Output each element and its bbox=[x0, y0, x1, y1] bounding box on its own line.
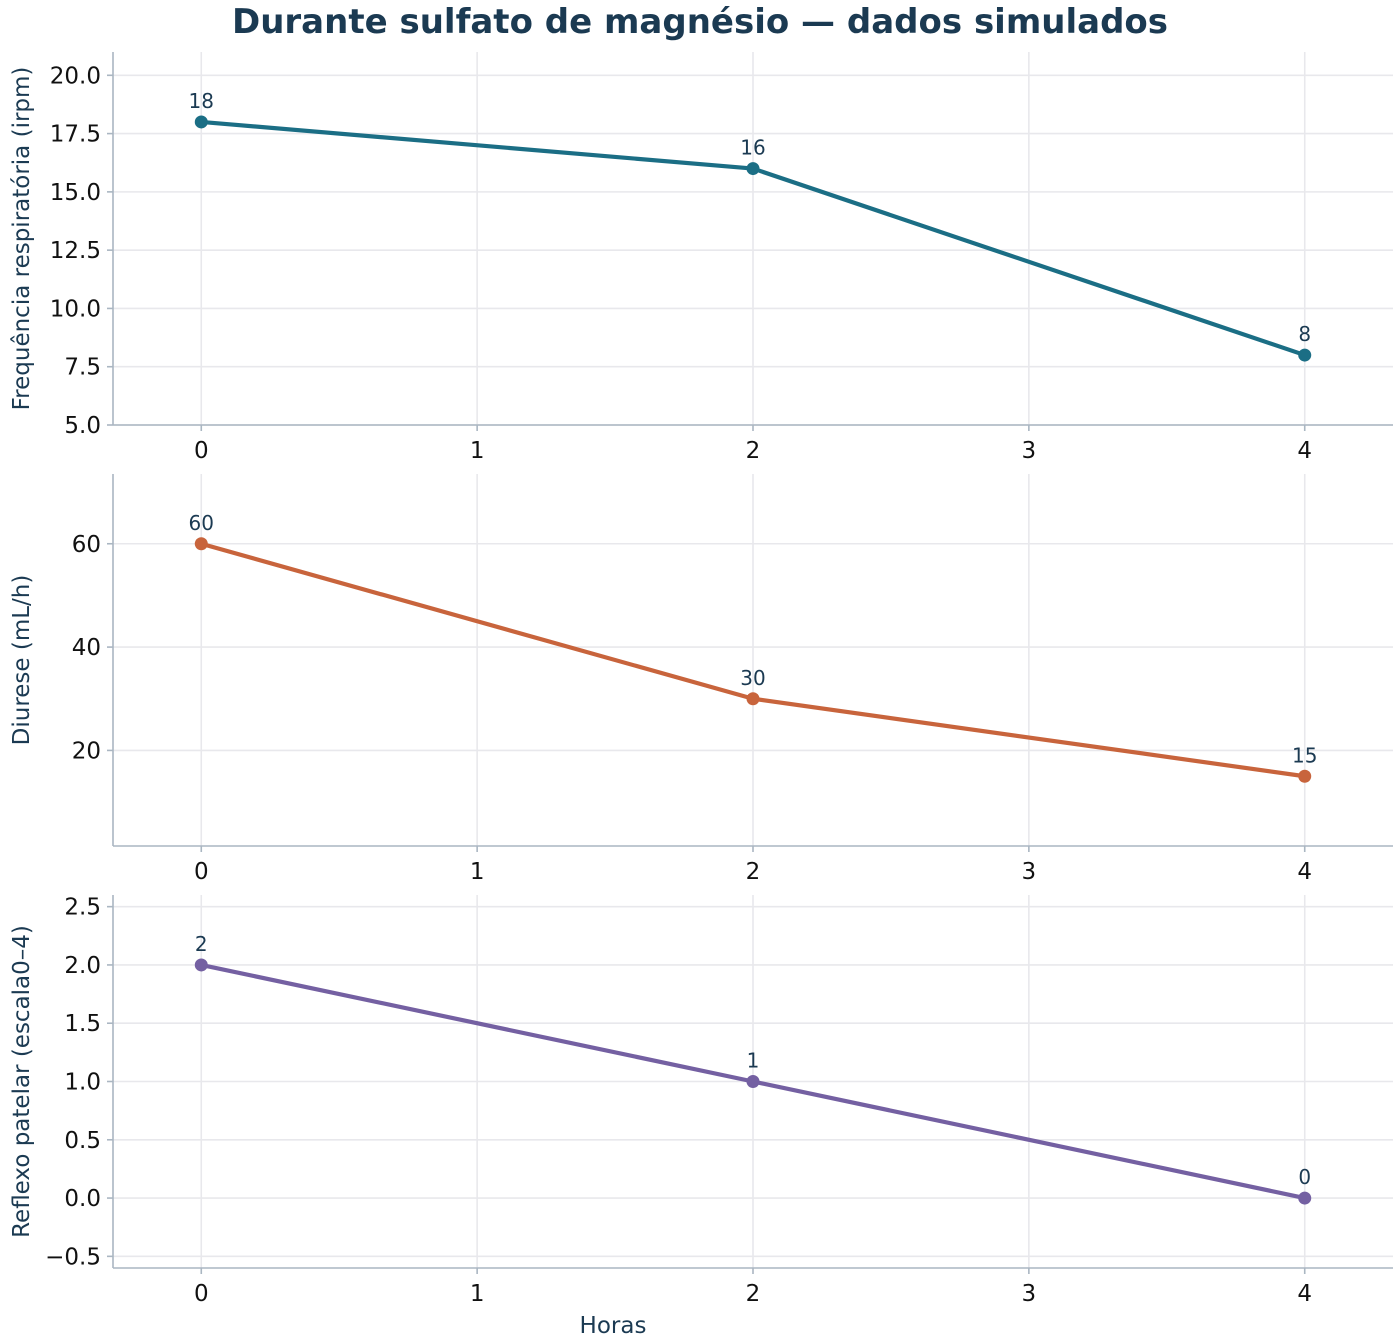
y-tick-label: 1.5 bbox=[64, 1011, 101, 1037]
y-tick-label: 2.5 bbox=[64, 895, 101, 921]
y-tick-label: 10.0 bbox=[50, 296, 101, 322]
x-tick-label: 2 bbox=[746, 1281, 761, 1307]
x-tick-label: 0 bbox=[194, 859, 209, 885]
chart-panel-3: 0 1 2 3 4 −0.5 0.0 0.5 1.0 1.5 2.0 2.5 Reflexo patel… bbox=[9, 895, 1393, 1339]
data-point bbox=[1298, 348, 1312, 362]
x-tick-label: 4 bbox=[1297, 859, 1312, 885]
x-tick-label: 2 bbox=[746, 438, 761, 464]
y-tick-label: 15.0 bbox=[50, 180, 101, 206]
data-label: 30 bbox=[740, 666, 765, 690]
x-tick-label: 0 bbox=[194, 1281, 209, 1307]
data-point bbox=[746, 162, 760, 176]
y-tick-label: 2.0 bbox=[64, 953, 101, 979]
data-label: 15 bbox=[1292, 743, 1317, 767]
y-tick-label: 0.5 bbox=[64, 1128, 101, 1154]
y-axis-label: Diurese (mL/h) bbox=[9, 575, 35, 746]
data-label: 8 bbox=[1298, 322, 1311, 346]
data-point bbox=[1298, 1191, 1312, 1205]
x-tick-label: 1 bbox=[470, 859, 485, 885]
y-tick-label: 60 bbox=[72, 532, 101, 558]
data-label: 1 bbox=[747, 1049, 760, 1073]
y-tick-label: 20 bbox=[72, 738, 101, 764]
data-point bbox=[194, 537, 208, 551]
data-label: 60 bbox=[189, 511, 214, 535]
chart-title: Durante sulfato de magnésio — dados simu… bbox=[231, 2, 1168, 42]
x-tick-label: 3 bbox=[1022, 1281, 1037, 1307]
y-tick-label: 12.5 bbox=[50, 238, 101, 264]
data-label: 0 bbox=[1298, 1165, 1311, 1189]
data-point bbox=[746, 1075, 760, 1088]
data-label: 2 bbox=[195, 932, 208, 956]
x-tick-label: 2 bbox=[746, 859, 761, 885]
x-tick-label: 4 bbox=[1297, 438, 1312, 464]
x-axis-label: Horas bbox=[580, 1313, 647, 1339]
y-tick-label: −0.5 bbox=[45, 1244, 101, 1270]
y-tick-label: 20.0 bbox=[50, 63, 101, 89]
x-tick-label: 1 bbox=[470, 438, 485, 464]
x-tick-label: 3 bbox=[1022, 438, 1037, 464]
y-tick-label: 17.5 bbox=[50, 122, 101, 148]
x-tick-label: 0 bbox=[194, 438, 209, 464]
data-point bbox=[194, 115, 208, 129]
y-tick-label: 5.0 bbox=[64, 413, 101, 439]
x-tick-label: 1 bbox=[470, 1281, 485, 1307]
x-tick-label: 3 bbox=[1022, 859, 1037, 885]
y-axis-label: Frequência respiratória (irpm) bbox=[9, 67, 35, 411]
chart-panel-1: 0 1 2 3 4 5.0 7.5 10.0 12.5 15.0 17.5 20.0 Frequênci… bbox=[9, 52, 1393, 464]
data-point bbox=[194, 958, 208, 972]
data-point bbox=[1298, 769, 1312, 783]
y-axis-label: Reflexo patelar (escala0–4) bbox=[9, 925, 35, 1238]
data-label: 16 bbox=[740, 136, 765, 160]
y-tick-label: 1.0 bbox=[64, 1070, 101, 1096]
y-tick-label: 0.0 bbox=[64, 1186, 101, 1212]
chart-panel-2: 0 1 2 3 4 20 40 60 Diurese (mL/h) 60 30 15 bbox=[9, 474, 1393, 885]
data-point bbox=[746, 692, 760, 706]
data-label: 18 bbox=[189, 89, 214, 113]
y-tick-label: 7.5 bbox=[64, 355, 101, 381]
y-tick-label: 40 bbox=[72, 635, 101, 661]
x-tick-label: 4 bbox=[1297, 1281, 1312, 1307]
